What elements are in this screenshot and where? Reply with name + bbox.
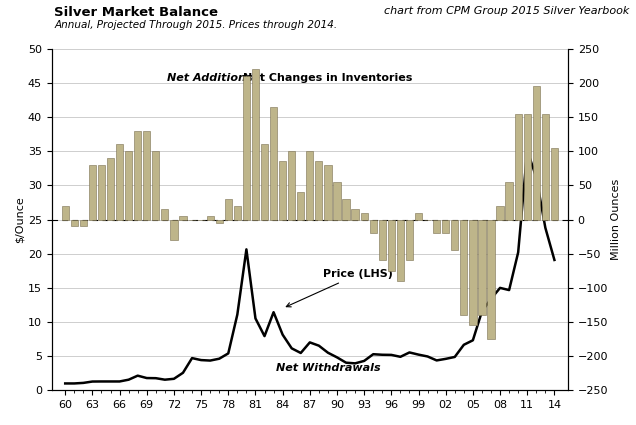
Y-axis label: Million Ounces: Million Ounces	[611, 179, 621, 260]
Bar	[143, 131, 150, 220]
Bar	[542, 113, 549, 220]
Bar	[306, 151, 314, 220]
Bar	[451, 220, 459, 250]
Bar	[252, 69, 259, 220]
Bar	[497, 206, 504, 220]
Bar	[397, 220, 404, 281]
Bar	[342, 199, 350, 220]
Text: Net Withdrawals: Net Withdrawals	[275, 363, 380, 373]
Bar	[71, 220, 78, 227]
Bar	[460, 220, 467, 315]
Bar	[62, 206, 69, 220]
Bar	[378, 220, 386, 261]
Bar	[469, 220, 476, 326]
Bar	[225, 199, 232, 220]
Bar	[179, 216, 186, 220]
Bar	[352, 209, 359, 220]
Bar	[533, 86, 540, 220]
Bar	[523, 113, 531, 220]
Bar	[134, 131, 141, 220]
Bar	[89, 165, 96, 220]
Text: Price (LHS): Price (LHS)	[286, 269, 393, 307]
Y-axis label: $/Ounce: $/Ounce	[15, 196, 25, 243]
Bar	[98, 165, 105, 220]
Bar	[288, 151, 295, 220]
Bar	[261, 144, 268, 220]
Bar	[433, 220, 440, 233]
Bar	[388, 220, 395, 271]
Bar	[207, 216, 214, 220]
Bar	[243, 76, 250, 220]
Bar	[478, 220, 485, 315]
Bar	[406, 220, 413, 261]
Text: Annual, Projected Through 2015. Prices through 2014.: Annual, Projected Through 2015. Prices t…	[54, 20, 337, 31]
Bar	[162, 209, 169, 220]
Bar	[315, 162, 322, 220]
Bar	[324, 165, 331, 220]
Text: Net Changes in Inventories: Net Changes in Inventories	[243, 73, 413, 83]
Text: chart from CPM Group 2015 Silver Yearbook: chart from CPM Group 2015 Silver Yearboo…	[384, 6, 630, 17]
Bar	[333, 182, 341, 220]
Bar	[116, 144, 123, 220]
Text: Silver Market Balance: Silver Market Balance	[54, 6, 218, 20]
Bar	[152, 151, 160, 220]
Bar	[279, 162, 286, 220]
Bar	[233, 206, 241, 220]
Bar	[170, 220, 177, 240]
Bar	[506, 182, 513, 220]
Bar	[415, 212, 422, 220]
Bar	[442, 220, 449, 233]
Bar	[270, 107, 277, 220]
Bar	[370, 220, 377, 233]
Bar	[487, 220, 495, 339]
Bar	[551, 148, 558, 220]
Bar	[80, 220, 87, 227]
Bar	[107, 158, 114, 220]
Bar	[361, 212, 368, 220]
Bar	[297, 192, 305, 220]
Bar	[125, 151, 132, 220]
Bar	[515, 113, 522, 220]
Bar	[216, 220, 223, 223]
Text: Net Additions: Net Additions	[167, 73, 253, 83]
